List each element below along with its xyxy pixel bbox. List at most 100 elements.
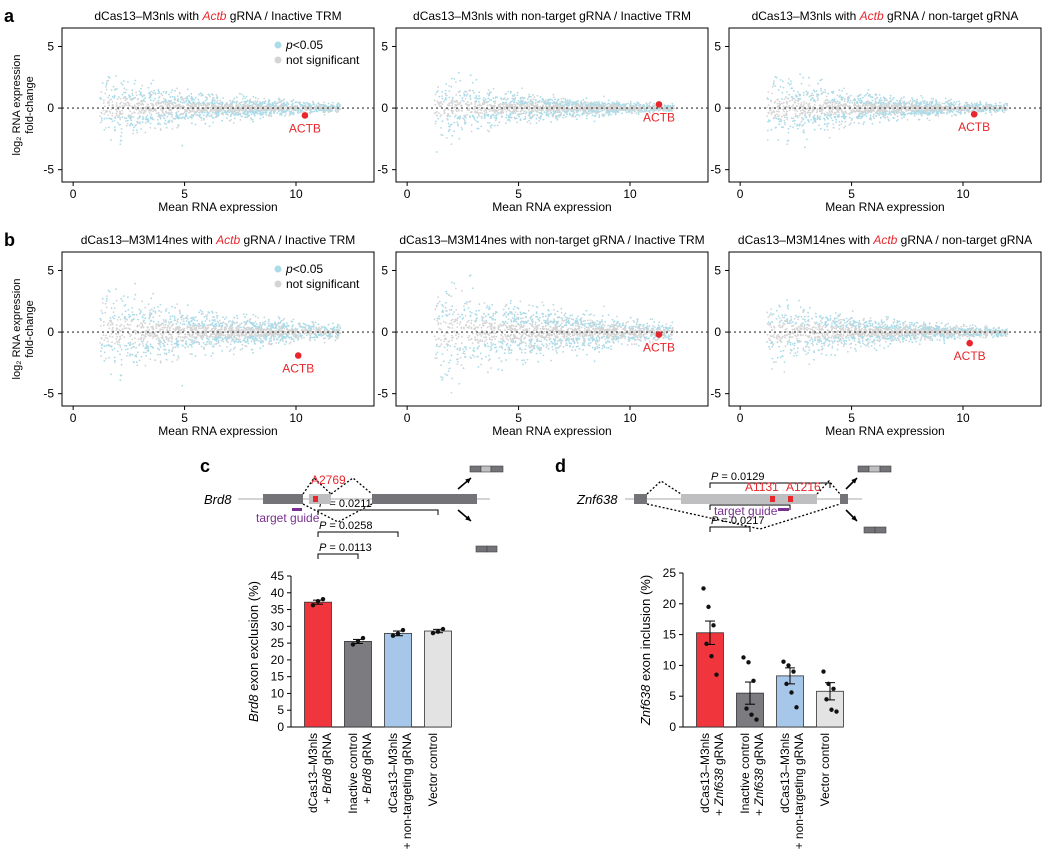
point-significant — [163, 117, 166, 120]
point-significant — [124, 95, 126, 98]
point-significant — [150, 82, 153, 85]
point-significant — [812, 100, 815, 102]
point-significant — [535, 99, 537, 102]
point-significant — [574, 115, 577, 118]
point-not-significant — [436, 114, 439, 117]
point-significant — [150, 113, 153, 116]
point-significant — [633, 102, 636, 105]
point-not-significant — [499, 103, 502, 105]
point-not-significant — [786, 102, 788, 105]
point-significant — [266, 103, 269, 106]
point-significant — [444, 92, 447, 95]
point-not-significant — [157, 111, 160, 114]
point-significant — [211, 100, 214, 102]
point-significant — [512, 112, 514, 114]
point-not-significant — [590, 104, 593, 107]
point-significant — [629, 100, 632, 103]
point-significant — [244, 116, 247, 119]
point-significant — [250, 113, 253, 115]
point-significant — [879, 121, 881, 124]
point-significant — [265, 114, 268, 116]
point-significant — [510, 116, 513, 119]
point-not-significant — [106, 110, 109, 113]
point-not-significant — [549, 104, 552, 107]
point-significant — [805, 138, 808, 141]
point-not-significant — [176, 113, 179, 116]
point-not-significant — [575, 104, 577, 107]
point-significant — [970, 102, 973, 105]
point-not-significant — [123, 102, 125, 105]
point-significant — [494, 100, 497, 103]
point-significant — [820, 87, 822, 90]
point-not-significant — [334, 107, 337, 110]
point-significant — [459, 90, 461, 93]
point-significant — [113, 97, 116, 99]
point-not-significant — [853, 121, 856, 124]
point-significant — [149, 117, 152, 120]
point-not-significant — [246, 100, 249, 103]
point-not-significant — [116, 98, 119, 100]
point-significant — [483, 96, 485, 99]
point-not-significant — [125, 124, 128, 127]
point-significant — [199, 92, 202, 95]
point-significant — [322, 109, 324, 112]
point-significant — [917, 113, 920, 115]
point-significant — [447, 122, 450, 125]
point-not-significant — [530, 101, 533, 103]
point-significant — [518, 115, 520, 118]
point-significant — [110, 118, 113, 121]
point-not-significant — [638, 110, 641, 113]
point-significant — [621, 104, 624, 106]
point-significant — [511, 99, 514, 102]
point-significant — [202, 114, 205, 117]
point-significant — [552, 93, 555, 96]
point-significant — [160, 92, 163, 95]
point-significant — [151, 116, 154, 119]
point-significant — [118, 123, 121, 126]
point-significant — [566, 113, 568, 116]
point-significant — [564, 100, 567, 102]
point-significant — [119, 143, 122, 146]
point-significant — [103, 128, 106, 131]
point-significant — [290, 100, 293, 103]
point-not-significant — [483, 102, 486, 104]
point-not-significant — [216, 100, 219, 102]
point-not-significant — [539, 107, 542, 109]
point-significant — [441, 95, 443, 97]
point-significant — [157, 90, 160, 92]
point-significant — [285, 104, 288, 106]
point-significant — [108, 117, 111, 120]
point-not-significant — [528, 105, 531, 108]
point-not-significant — [477, 112, 480, 114]
point-significant — [535, 117, 538, 120]
point-significant — [113, 126, 116, 128]
point-not-significant — [452, 112, 454, 115]
point-significant — [110, 139, 112, 141]
point-not-significant — [470, 130, 473, 133]
point-significant — [805, 116, 807, 119]
point-not-significant — [263, 100, 266, 103]
point-not-significant — [509, 110, 512, 113]
point-not-significant — [109, 110, 111, 113]
point-not-significant — [126, 97, 128, 100]
point-significant — [654, 104, 656, 107]
point-significant — [559, 110, 561, 113]
point-significant — [541, 98, 544, 100]
point-significant — [190, 97, 193, 100]
point-not-significant — [204, 109, 207, 112]
point-significant — [489, 125, 492, 127]
point-significant — [304, 104, 307, 106]
point-significant — [612, 110, 615, 113]
point-not-significant — [955, 114, 958, 117]
point-not-significant — [786, 97, 789, 100]
point-significant — [121, 93, 124, 96]
point-not-significant — [560, 112, 563, 115]
point-not-significant — [468, 107, 471, 110]
point-significant — [225, 102, 228, 105]
point-significant — [210, 115, 213, 118]
point-not-significant — [437, 102, 440, 105]
point-not-significant — [102, 109, 105, 112]
point-not-significant — [136, 98, 139, 101]
point-significant — [833, 100, 836, 102]
point-not-significant — [929, 105, 931, 108]
